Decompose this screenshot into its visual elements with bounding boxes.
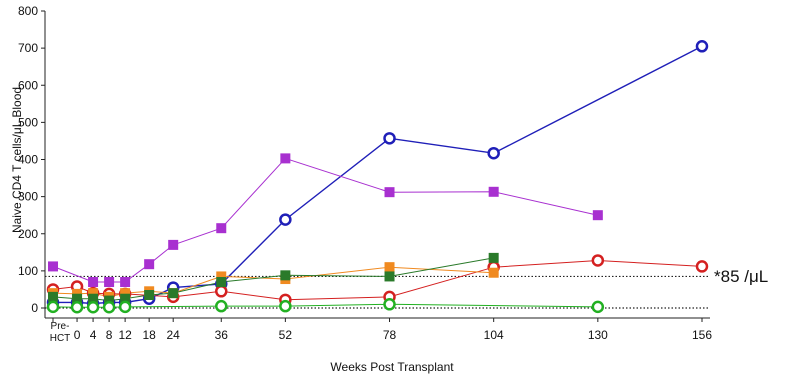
series-point <box>488 186 499 197</box>
series-point <box>384 271 395 282</box>
series-point <box>695 260 709 273</box>
series-point <box>48 291 59 302</box>
series-point <box>88 277 99 288</box>
series-point <box>383 298 396 311</box>
y-tick-label: 100 <box>18 264 38 278</box>
x-axis-title: Weeks Post Transplant <box>330 360 454 374</box>
x-tick-label: 8 <box>106 328 113 342</box>
series-point <box>144 259 155 270</box>
series-point <box>120 288 131 299</box>
x-tick-label: 52 <box>279 328 293 342</box>
series-point <box>104 277 115 288</box>
series-point <box>488 267 499 278</box>
series-point <box>695 40 709 53</box>
series-point <box>72 293 83 304</box>
series-point <box>216 271 227 282</box>
series-point <box>279 213 292 226</box>
series-point <box>88 293 99 304</box>
x-tick-label: 0 <box>74 328 81 342</box>
series-point <box>383 132 396 145</box>
series-point <box>88 288 99 299</box>
series-point <box>120 277 131 288</box>
series-point <box>144 290 155 301</box>
series-point <box>279 299 292 313</box>
y-tick-label: 200 <box>18 227 38 241</box>
x-tick-label: 24 <box>167 328 181 342</box>
x-tick-label: 18 <box>142 328 156 342</box>
series-point <box>215 285 228 298</box>
x-tick-label: 104 <box>484 328 504 342</box>
series-point <box>280 270 291 281</box>
y-axis-title: Naive CD4 T cells/μL Blood <box>10 87 24 233</box>
series-point <box>104 295 115 306</box>
y-tick-label: 0 <box>31 301 38 315</box>
series-point <box>120 293 131 304</box>
series-point <box>592 210 603 221</box>
series-point <box>216 223 227 234</box>
series-point <box>215 299 228 313</box>
y-tick-label: 800 <box>18 4 38 18</box>
series-point <box>591 254 605 267</box>
series-point <box>70 301 84 314</box>
y-tick-label: 600 <box>18 78 38 92</box>
series-point <box>280 153 291 164</box>
x-tick-label: 4 <box>90 328 97 342</box>
x-tick-label: 78 <box>383 328 397 342</box>
series-point <box>46 300 60 314</box>
y-tick-label: 500 <box>18 115 38 129</box>
series-line <box>52 157 598 283</box>
y-tick-label: 700 <box>18 41 38 55</box>
series-point <box>118 300 132 314</box>
reference-line-label: *85 /μL <box>714 267 768 286</box>
series-point <box>86 301 100 314</box>
pre-hct-label-line2: HCT <box>50 333 71 344</box>
series-point <box>48 261 59 272</box>
series-point <box>591 300 605 314</box>
series-point <box>487 146 500 160</box>
series-point <box>384 262 395 273</box>
series-point <box>168 239 179 250</box>
series-point <box>102 301 116 314</box>
series-line <box>52 303 598 308</box>
series-point <box>216 277 227 288</box>
x-tick-label: 156 <box>692 328 712 342</box>
y-tick-label: 300 <box>18 190 38 204</box>
x-tick-label: 12 <box>118 328 132 342</box>
pre-hct-label-line1: Pre- <box>51 321 70 332</box>
series-point <box>384 187 395 198</box>
y-tick-label: 400 <box>18 153 38 167</box>
series-point <box>168 288 179 299</box>
series-point <box>488 252 499 263</box>
x-tick-label: 36 <box>215 328 229 342</box>
x-tick-label: 130 <box>588 328 608 342</box>
